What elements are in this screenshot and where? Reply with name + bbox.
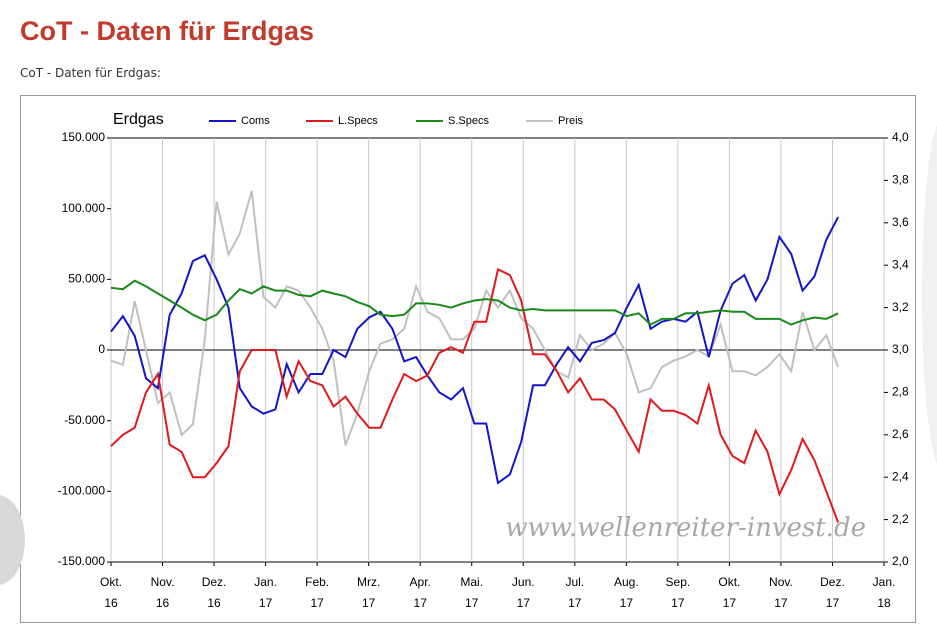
y-tick-label: 150.000 xyxy=(62,130,106,144)
x-tick-label: Feb. 17 xyxy=(305,575,329,610)
x-tick-label: Mai. 17 xyxy=(460,575,483,610)
decor-edge xyxy=(922,120,937,470)
y2-tick-label: 2,8 xyxy=(892,385,909,399)
y2-tick-label: 4,0 xyxy=(892,130,909,144)
x-tick-label: Jan. 17 xyxy=(254,575,277,610)
y2-tick-label: 2,6 xyxy=(892,427,909,441)
y2-tick-label: 2,2 xyxy=(892,512,909,526)
chart-title: Erdgas xyxy=(113,111,164,128)
x-tick-label: Jan. 18 xyxy=(873,575,896,610)
x-tick-label: Nov. 16 xyxy=(151,575,175,610)
x-tick-label: Jul. 17 xyxy=(565,575,584,610)
legend-label: L.Specs xyxy=(338,115,378,127)
chart-frame: Erdgas www.wellenreiter-invest.de Okt. 16… xyxy=(20,95,916,623)
series-line xyxy=(110,216,839,485)
series-line xyxy=(110,267,840,523)
x-tick-label: Nov. 17 xyxy=(769,575,793,610)
x-tick-label: Dez. 16 xyxy=(202,575,227,610)
x-tick-label: Mrz. 17 xyxy=(357,575,380,610)
x-tick-label: Apr. 17 xyxy=(410,575,431,610)
y-tick-label: 0 xyxy=(98,342,105,356)
series-line xyxy=(110,190,840,446)
y2-tick-label: 2,4 xyxy=(892,469,909,483)
y-tick-label: -150.000 xyxy=(58,554,106,568)
x-tick-label: Okt. 17 xyxy=(718,575,740,610)
y2-tick-label: 2,0 xyxy=(892,554,909,568)
x-tick-label: Jun. 17 xyxy=(512,575,535,610)
chart: Erdgas www.wellenreiter-invest.de Okt. 16… xyxy=(58,111,909,610)
legend-label: Preis xyxy=(558,115,584,127)
x-tick-label: Okt. 16 xyxy=(100,575,122,610)
x-tick-label: Aug. 17 xyxy=(614,575,639,610)
legend-label: Coms xyxy=(241,115,270,127)
y-tick-label: -50.000 xyxy=(64,413,105,427)
y-tick-label: 50.000 xyxy=(68,272,105,286)
legend-label: S.Specs xyxy=(448,115,489,127)
series-line xyxy=(110,279,839,326)
y-tick-label: 100.000 xyxy=(62,201,106,215)
y-tick-label: -100.000 xyxy=(58,484,106,498)
page-heading: CoT - Daten für Erdgas xyxy=(20,16,315,46)
y2-tick-label: 3,6 xyxy=(892,215,909,229)
watermark: www.wellenreiter-invest.de xyxy=(505,513,866,543)
page-subheading: CoT - Daten für Erdgas: xyxy=(20,66,161,80)
x-tick-label: Sep. 17 xyxy=(666,575,691,610)
y2-tick-label: 3,8 xyxy=(892,173,909,187)
y2-tick-label: 3,4 xyxy=(892,257,909,271)
y2-tick-label: 3,2 xyxy=(892,300,909,314)
y2-tick-label: 3,0 xyxy=(892,342,909,356)
x-tick-label: Dez. 17 xyxy=(820,575,845,610)
